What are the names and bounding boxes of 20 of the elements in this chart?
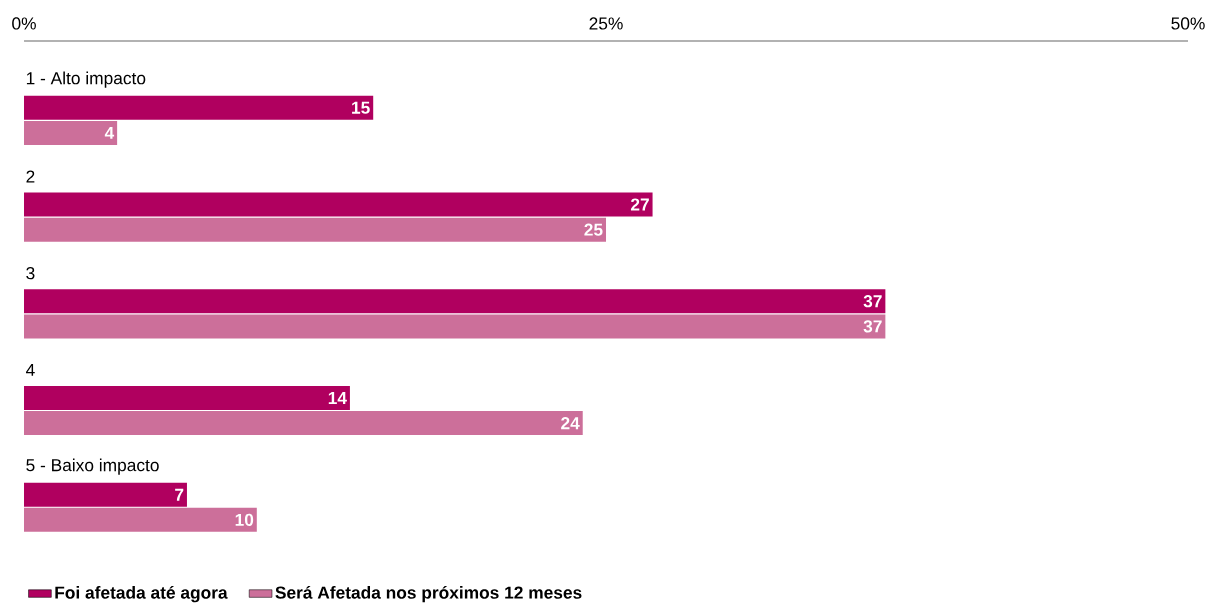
x-tick-label: 50% xyxy=(1171,17,1205,30)
data-label: 4 xyxy=(104,126,115,139)
legend-label: Será Afetada nos próximos 12 meses xyxy=(275,585,582,603)
x-tick-label: 0% xyxy=(12,17,36,30)
x-tick-label: 25% xyxy=(589,17,623,30)
data-label: 37 xyxy=(863,295,882,308)
y-tick-label: 2 xyxy=(26,170,35,183)
y-tick-label: 1 - Alto impacto xyxy=(26,71,146,88)
data-label: 15 xyxy=(352,101,370,114)
data-label: 7 xyxy=(175,488,184,501)
data-label: 24 xyxy=(561,417,580,430)
data-label: 27 xyxy=(630,198,649,211)
data-label: 10 xyxy=(235,513,254,526)
y-tick-label: 5 - Baixo impacto xyxy=(26,458,159,475)
y-tick-label: 3 xyxy=(26,267,35,280)
data-label: 14 xyxy=(328,392,347,404)
y-tick-label: 4 xyxy=(26,363,35,376)
data-label: 25 xyxy=(584,223,603,236)
legend-label: Foi afetada até agora xyxy=(55,585,228,603)
data-label: 37 xyxy=(863,320,882,333)
